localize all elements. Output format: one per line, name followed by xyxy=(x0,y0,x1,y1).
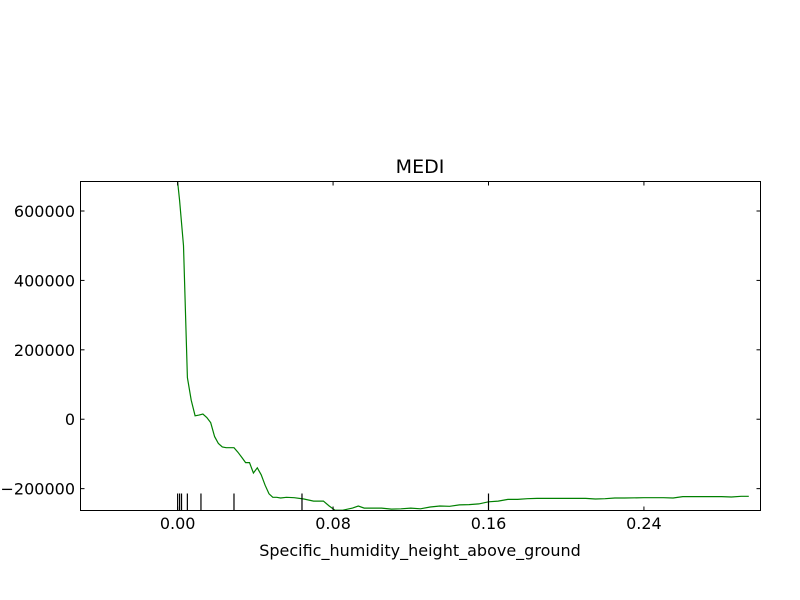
chart-title: MEDI xyxy=(396,156,445,178)
y-tick-label: 600000 xyxy=(14,202,75,221)
x-axis: 0.00 0.08 0.16 0.24 xyxy=(160,181,662,533)
y-tick-label: −200000 xyxy=(1,480,75,499)
plot-area xyxy=(177,181,749,511)
y-tick-label: 200000 xyxy=(14,341,75,360)
x-axis-label: Specific_humidity_height_above_ground xyxy=(259,541,581,561)
series-line-0 xyxy=(177,181,749,511)
x-tick-label: 0.16 xyxy=(471,514,507,533)
plot-frame xyxy=(80,181,761,511)
y-axis: −200000 0 200000 400000 600000 xyxy=(1,202,761,499)
x-tick-label: 0.24 xyxy=(626,514,662,533)
y-tick-label: 400000 xyxy=(14,271,75,290)
y-tick-label: 0 xyxy=(65,410,75,429)
x-tick-label: 0.08 xyxy=(315,514,351,533)
x-tick-label: 0.00 xyxy=(160,514,196,533)
